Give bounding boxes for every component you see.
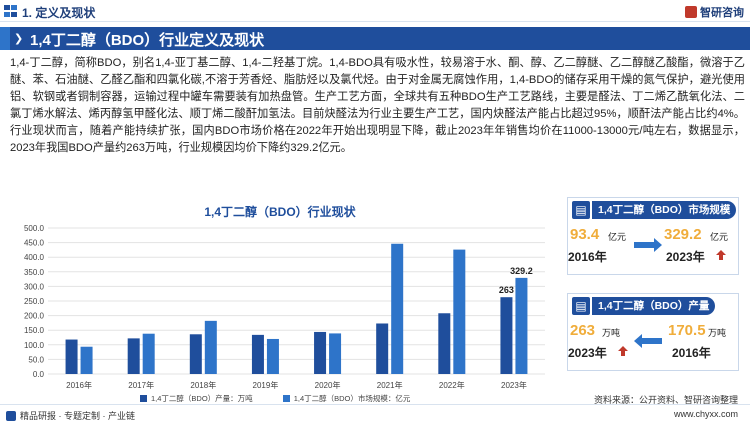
market-size-card: ▤ 1,4丁二醇（BDO）市场规模 93.4 亿元 2016年 329.2 亿元…	[567, 197, 739, 275]
card-title: 1,4丁二醇（BDO）市场规模	[592, 201, 737, 219]
bar-production	[127, 338, 140, 374]
y-tick-label: 500.0	[24, 224, 45, 233]
card-right-value: 170.5	[668, 322, 706, 339]
bar-market-size	[142, 333, 155, 374]
x-tick-label: 2023年	[501, 380, 527, 390]
card-left-year: 2016年	[568, 250, 607, 264]
chart-icon: ▤	[572, 201, 590, 219]
logo-text: 智研咨询	[700, 7, 744, 19]
bar-production	[500, 297, 513, 374]
card-left-value: 93.4	[570, 226, 600, 243]
logo-icon	[685, 6, 697, 18]
trend-up-icon	[618, 346, 628, 356]
y-tick-label: 0.0	[33, 370, 45, 379]
bar-production	[65, 339, 78, 374]
y-tick-label: 150.0	[24, 326, 45, 335]
x-tick-label: 2016年	[66, 380, 92, 390]
footer-left-text: 精品研报 · 专题定制 · 产业链	[20, 411, 135, 421]
bar-market-size	[329, 333, 342, 374]
production-card: ▤ 1,4丁二醇（BDO）产量 263 万吨 2023年 170.5 万吨 20…	[567, 293, 739, 371]
card-body: 93.4 亿元 2016年 329.2 亿元 2023年	[568, 222, 738, 274]
card-left-year: 2023年	[568, 346, 607, 360]
bar-production	[376, 323, 389, 374]
y-tick-label: 50.0	[28, 355, 44, 364]
card-left-value: 263	[570, 322, 596, 339]
legend-swatch-market	[282, 395, 290, 402]
legend-item-production: 1,4丁二醇（BDO）产量：万吨	[140, 393, 253, 404]
bar-production	[251, 334, 264, 374]
bar-production	[314, 331, 327, 374]
footer-url[interactable]: www.chyxx.com	[673, 409, 738, 419]
footer: 精品研报 · 专题定制 · 产业链 www.chyxx.com	[0, 404, 750, 422]
report-icon	[6, 410, 16, 421]
card-right-unit: 万吨	[708, 328, 727, 338]
x-tick-label: 2021年	[377, 380, 403, 390]
page-title: 1,4丁二醇（BDO）行业定义及现状	[30, 32, 265, 49]
x-tick-label: 2022年	[439, 380, 465, 390]
arrow-right-icon	[634, 238, 662, 252]
chart-icon: ▤	[572, 297, 590, 315]
y-tick-label: 100.0	[24, 341, 45, 350]
source-note: 资料来源：公开资料、智研咨询整理	[593, 395, 738, 405]
bar-market-size	[266, 338, 279, 374]
x-tick-label: 2017年	[128, 380, 154, 390]
section-title: 1. 定义及现状	[22, 6, 96, 20]
data-label: 329.2	[510, 266, 533, 276]
y-tick-label: 300.0	[24, 282, 45, 291]
bar-market-size	[453, 249, 466, 374]
top-bar: 1. 定义及现状 智研咨询	[0, 0, 750, 22]
card-header: ▤ 1,4丁二醇（BDO）产量	[568, 294, 738, 318]
chart-title: 1,4丁二醇（BDO）行业现状	[204, 205, 356, 219]
legend-label-production: 1,4丁二醇（BDO）产量：万吨	[151, 394, 253, 403]
bar-market-size	[80, 346, 93, 374]
x-tick-label: 2019年	[253, 380, 279, 390]
data-label: 263	[499, 285, 514, 295]
y-tick-label: 450.0	[24, 239, 45, 248]
card-right-unit: 亿元	[710, 232, 729, 242]
bar-chart: 0.0 50.0 100.0 150.0 200.0 250.0 300.0 350.0 400…	[24, 224, 545, 390]
card-right-value: 329.2	[664, 226, 702, 243]
bar-production	[189, 334, 202, 374]
x-tick-label: 2018年	[190, 380, 216, 390]
card-body: 263 万吨 2023年 170.5 万吨 2016年	[568, 318, 738, 370]
brand-logo: 智研咨询	[685, 4, 744, 20]
y-tick-label: 250.0	[24, 297, 45, 306]
legend-item-market: 1,4丁二醇（BDO）市场规模：亿元	[282, 393, 411, 404]
chevron-right-icon: ❯	[14, 33, 24, 45]
y-tick-label: 400.0	[24, 253, 45, 262]
footer-left: 精品研报 · 专题定制 · 产业链	[6, 409, 135, 422]
card-left-unit: 亿元	[608, 232, 627, 242]
trend-up-icon	[716, 250, 726, 260]
arrow-left-icon	[634, 334, 662, 348]
banner-stripe	[0, 27, 10, 50]
card-right-year: 2016年	[672, 346, 711, 360]
card-left-unit: 万吨	[602, 328, 621, 338]
bar-production	[438, 313, 451, 374]
bar-market-size	[204, 320, 217, 374]
title-banner: ❯ 1,4丁二醇（BDO）行业定义及现状	[0, 27, 750, 50]
bar-market-size	[391, 243, 404, 374]
legend-label-market: 1,4丁二醇（BDO）市场规模：亿元	[293, 394, 411, 403]
x-tick-label: 2020年	[315, 380, 341, 390]
y-tick-label: 200.0	[24, 312, 45, 321]
card-header: ▤ 1,4丁二醇（BDO）市场规模	[568, 198, 738, 222]
description-paragraph: 1,4-丁二醇，简称BDO，别名1,4-亚丁基二醇、1,4-二羟基丁烷。1,4-…	[10, 57, 745, 154]
section-icon	[4, 5, 17, 17]
card-right-year: 2023年	[666, 250, 705, 264]
card-title: 1,4丁二醇（BDO）产量	[592, 297, 716, 315]
bar-market-size	[515, 277, 528, 374]
chart-legend: 1,4丁二醇（BDO）产量：万吨 1,4丁二醇（BDO）市场规模：亿元	[140, 393, 410, 404]
y-tick-label: 350.0	[24, 268, 45, 277]
legend-swatch-production	[140, 395, 147, 402]
